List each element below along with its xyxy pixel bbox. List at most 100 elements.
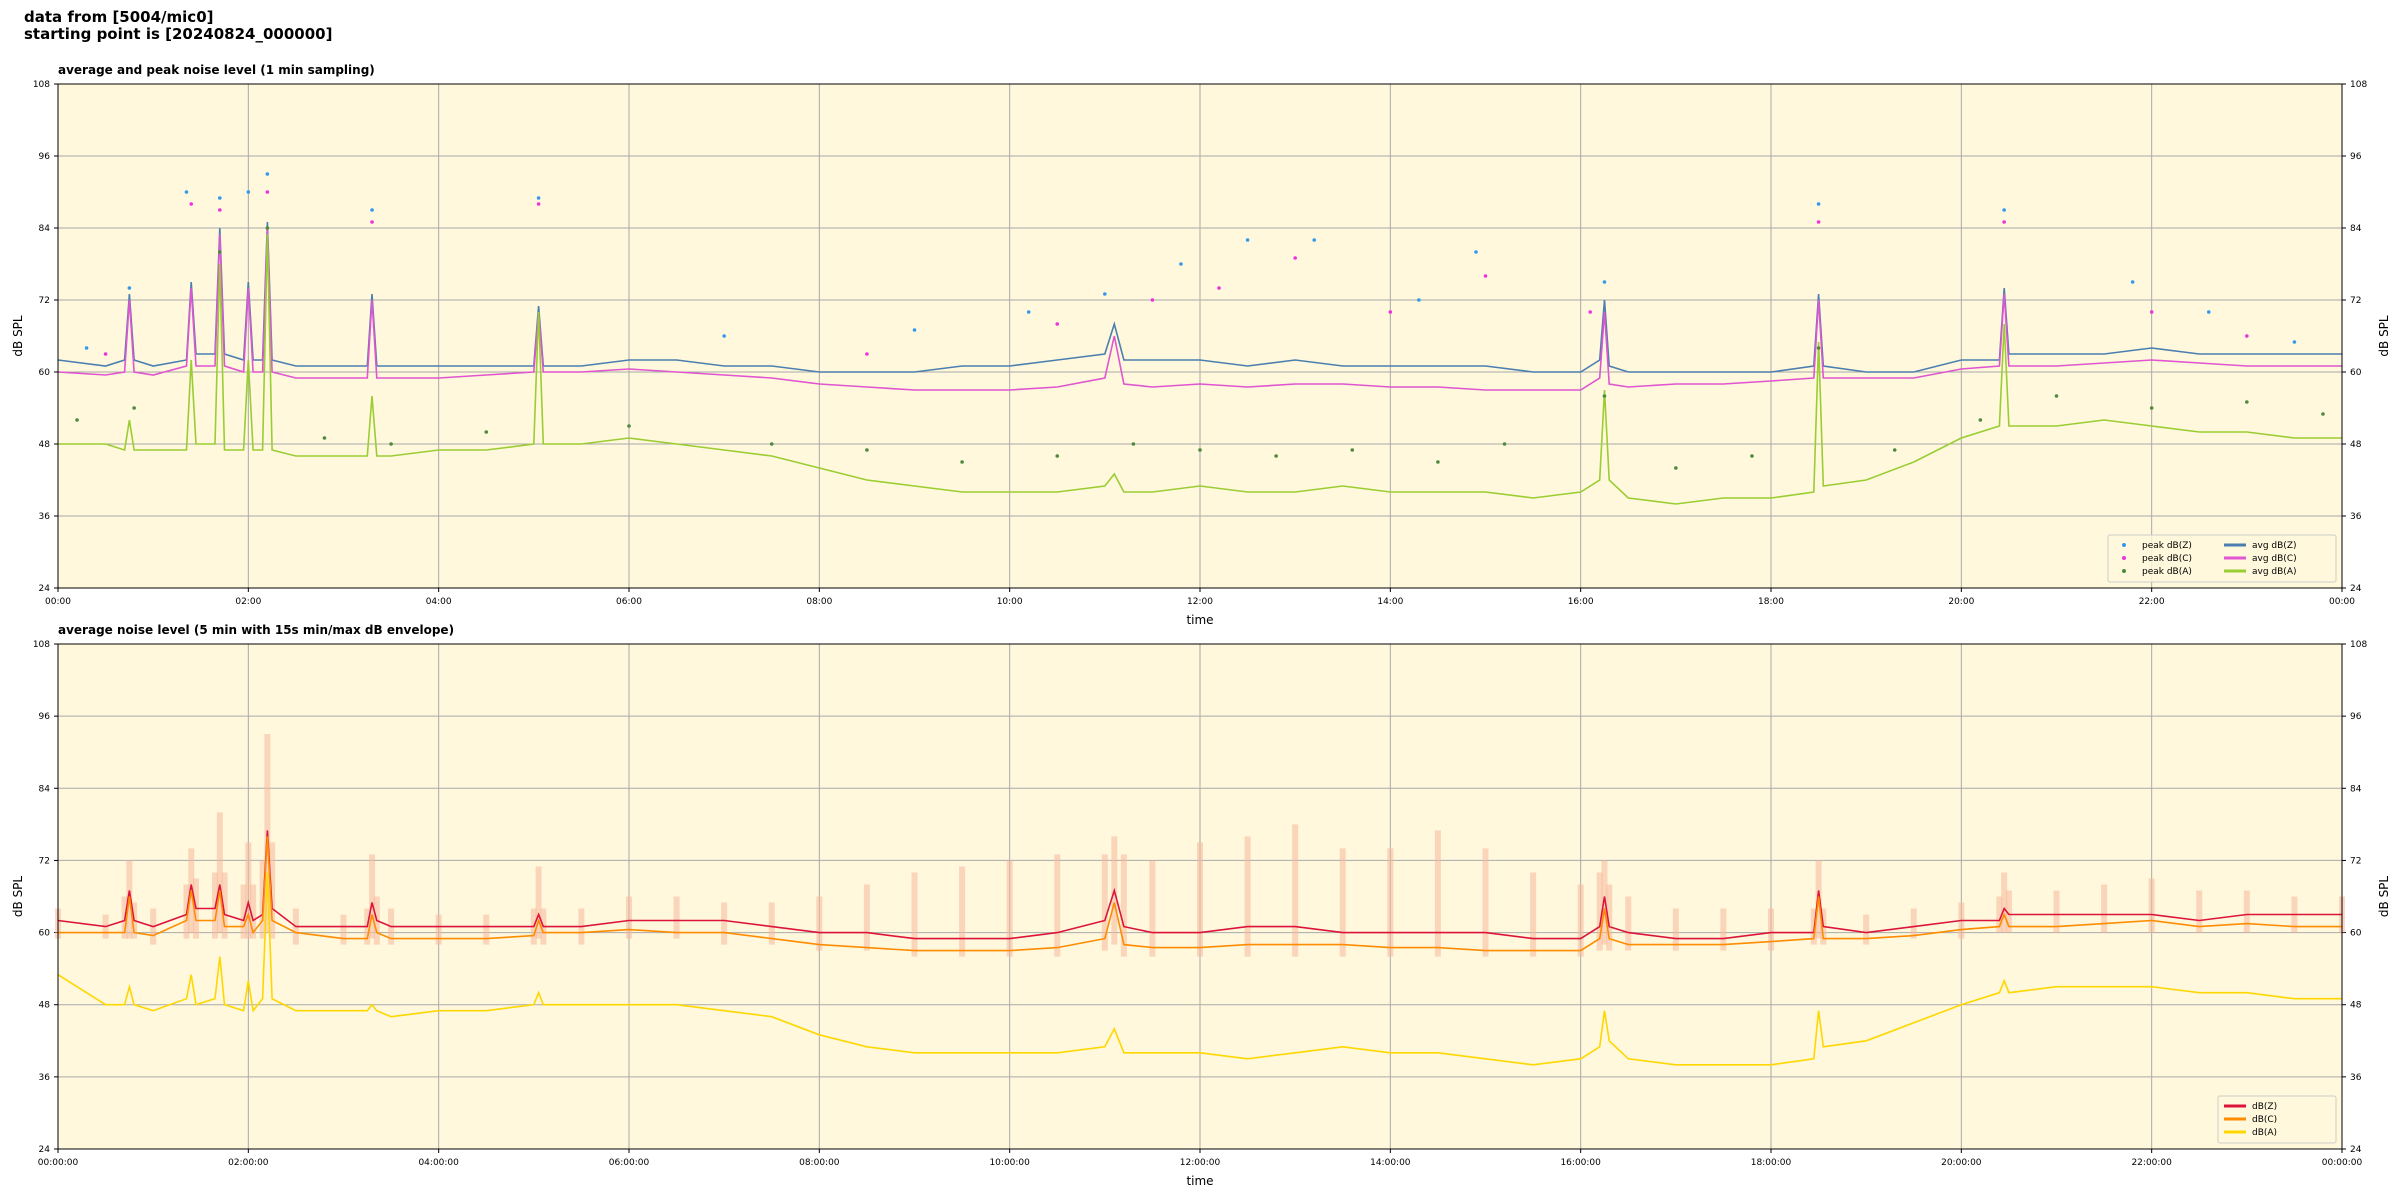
peak-point [1179,262,1183,266]
x-tick-label: 20:00:00 [1941,1158,1982,1168]
peak-point [1892,448,1897,452]
legend-label: dB(Z) [2252,1102,2277,1112]
x-tick-label: 18:00:00 [1751,1158,1792,1168]
y2-tick-label: 24 [2350,584,2362,594]
y-tick-label: 24 [39,1145,51,1155]
x-tick-label: 14:00 [1377,597,1403,607]
x-tick-label: 02:00:00 [228,1158,269,1168]
peak-point [1816,220,1821,224]
x-tick-label: 10:00:00 [989,1158,1030,1168]
y2-tick-label: 72 [2350,296,2361,306]
peak-point [1350,448,1355,452]
y-tick-label: 36 [39,512,51,522]
peak-point [536,196,541,200]
peak-point [84,346,89,350]
y-tick-label: 84 [39,784,51,794]
header-line: starting point is [20240824_000000] [24,25,333,43]
x-axis-label: time [1186,1174,1213,1188]
peak-point [1388,310,1393,314]
peak-point [1055,454,1060,458]
peak-point [370,220,374,224]
y-tick-label: 60 [39,929,51,939]
peak-point [1150,298,1155,302]
peak-point [1026,310,1031,314]
peak-point [389,442,393,446]
x-tick-label: 00:00:00 [38,1158,79,1168]
x-tick-label: 22:00 [2139,597,2165,607]
x-tick-label: 08:00 [806,597,832,607]
y2-tick-label: 60 [2350,929,2362,939]
peak-point [1474,250,1478,254]
peak-point [2002,220,2006,224]
peak-point [1750,454,1754,458]
peak-point [217,208,222,212]
legend-swatch [2122,556,2126,560]
y-tick-label: 36 [39,1073,51,1083]
x-tick-label: 00:00:00 [2322,1158,2363,1168]
peak-point [1674,466,1678,470]
chart-title: average noise level (5 min with 15s min/… [58,623,454,637]
peak-point [2149,310,2154,314]
peak-point [1483,274,1488,278]
peak-point [1274,454,1278,458]
peak-point [1245,238,1250,242]
header: data from [5004/mic0] starting point is … [24,9,332,43]
y-axis-label: dB SPL [11,315,25,357]
peak-point [627,424,631,428]
peak-point [1436,460,1440,464]
peak-point [1602,280,1607,284]
x-tick-label: 06:00:00 [609,1158,650,1168]
series-line [57,872,2342,1066]
x-tick-label: 16:00:00 [1560,1158,1601,1168]
legend-label: dB(C) [2252,1115,2277,1125]
legend-label: peak dB(A) [2142,567,2192,577]
x-tick-label: 22:00:00 [2131,1158,2172,1168]
y2-tick-label: 96 [2350,152,2362,162]
peak-point [769,442,774,446]
peak-point [1978,418,1983,422]
x-tick-label: 20:00 [1948,597,1974,607]
legend-label: avg dB(Z) [2252,541,2297,551]
y2-tick-label: 36 [2350,512,2362,522]
y2-tick-label: 72 [2350,856,2361,866]
y2-tick-label: 96 [2350,712,2362,722]
series-line [58,836,2342,952]
peak-point [2206,310,2211,314]
x-axis-label: time [1186,613,1213,627]
x-tick-label: 04:00 [426,597,452,607]
peak-point [189,202,194,206]
peak-point [1217,286,1221,290]
peak-point [1103,292,1107,296]
peak-point [103,352,108,356]
peak-point [960,460,964,464]
x-tick-label: 00:00 [2329,597,2355,607]
legend-swatch [2122,569,2126,573]
peak-point [1293,256,1297,260]
y-tick-label: 96 [39,152,51,162]
x-tick-label: 12:00 [1187,597,1213,607]
y-tick-label: 84 [39,224,51,234]
peak-point [127,286,132,290]
x-tick-label: 06:00 [616,597,642,607]
y2-tick-label: 60 [2350,368,2362,378]
peak-point [246,190,251,194]
x-tick-label: 16:00 [1568,597,1594,607]
y-tick-label: 108 [33,80,50,90]
legend [2107,534,2337,583]
legend-label: peak dB(Z) [2142,541,2192,551]
series-line [57,227,2342,391]
legend-swatch [2122,543,2126,547]
peak-point [2245,334,2249,338]
peak-point [265,172,270,176]
peak-point [2321,412,2325,416]
y2-tick-label: 84 [2350,224,2362,234]
y-axis-label: dB SPL [11,876,25,918]
peak-point [1417,298,1421,302]
x-tick-label: 14:00:00 [1370,1158,1411,1168]
peak-point [536,202,541,206]
peak-point [2002,208,2006,212]
x-tick-label: 02:00 [235,597,261,607]
y2-axis-label: dB SPL [2377,876,2391,918]
peak-point [2149,406,2154,410]
